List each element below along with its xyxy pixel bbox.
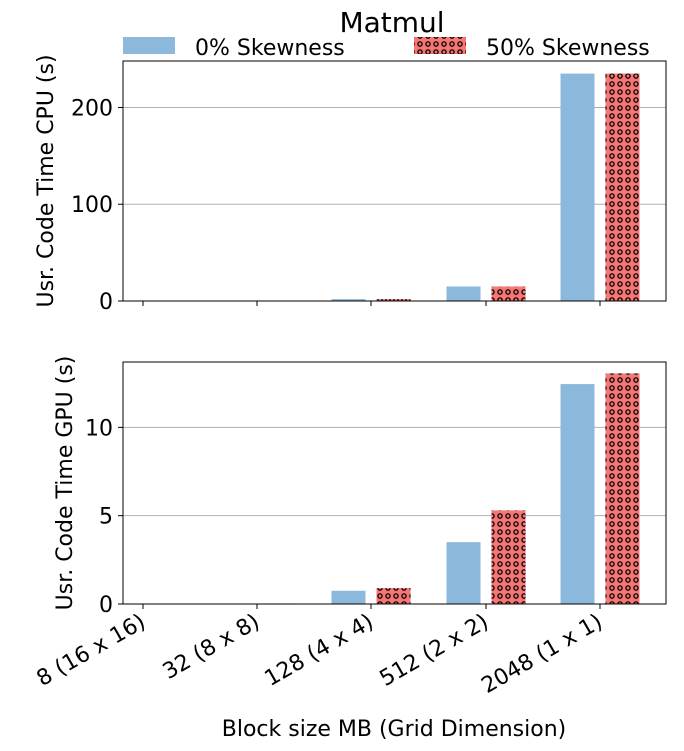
x-category-label: 128 (4 x 4)	[261, 610, 378, 692]
legend-label-50pct: 50% Skewness	[486, 36, 650, 61]
cpu-bar-0pct	[331, 299, 366, 301]
gpu-panel: 0 5 10 Usr. Code Time GPU (s)	[53, 356, 667, 618]
chart-title: Matmul	[339, 6, 444, 39]
gpu-y-axis-label: Usr. Code Time GPU (s)	[53, 356, 78, 611]
gpu-bar-0pct	[331, 590, 366, 604]
cpu-y-tick-label: 100	[71, 193, 113, 218]
cpu-y-tick-label: 200	[71, 96, 113, 121]
gpu-bar-50pct	[376, 588, 411, 604]
gpu-bar-0pct	[446, 542, 481, 604]
x-category-label: 512 (2 x 2)	[376, 610, 493, 692]
gpu-bar-50pct	[605, 373, 640, 604]
gpu-y-tick-label: 10	[85, 416, 113, 441]
legend: 0% Skewness 50% Skewness	[123, 36, 650, 61]
x-category-label: 32 (8 x 8)	[159, 610, 264, 685]
cpu-bar-50pct	[376, 299, 411, 301]
cpu-y-tick-label: 0	[99, 290, 113, 315]
legend-label-0pct: 0% Skewness	[195, 36, 345, 61]
gpu-bar-50pct	[491, 510, 526, 604]
cpu-bar-50pct	[491, 286, 526, 301]
x-tick-labels: 8 (16 x 16) 32 (8 x 8)128 (4 x 4)512 (2 x…	[33, 610, 607, 699]
cpu-panel: 0 100 200 Usr. Code Time CPU (s)	[34, 54, 667, 315]
legend-swatch-50pct	[414, 37, 466, 54]
gpu-plot-frame	[122, 361, 667, 605]
cpu-y-axis-label: Usr. Code Time CPU (s)	[34, 54, 59, 307]
x-axis-label: Block size MB (Grid Dimension)	[222, 717, 566, 742]
gpu-bar-0pct	[560, 384, 595, 604]
cpu-bar-0pct	[446, 286, 481, 301]
gpu-y-tick-label: 0	[99, 593, 113, 618]
cpu-plot-frame	[122, 60, 667, 302]
gpu-y-tick-label: 5	[99, 505, 113, 530]
cpu-bar-50pct	[605, 73, 640, 301]
cpu-bar-0pct	[560, 73, 595, 301]
x-category-label: 8 (16 x 16)	[33, 610, 150, 692]
legend-swatch-0pct	[123, 37, 175, 54]
x-category-label: 2048 (1 x 1)	[477, 610, 607, 699]
